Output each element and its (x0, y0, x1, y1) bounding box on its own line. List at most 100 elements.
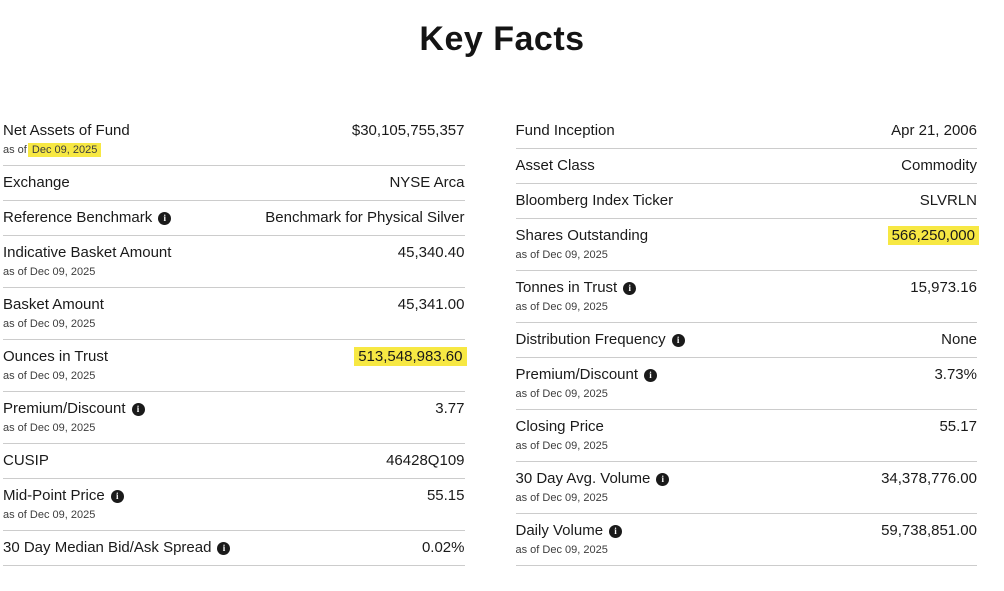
fact-value-text: 45,341.00 (397, 296, 465, 313)
fact-value-text: 34,378,776.00 (881, 470, 977, 487)
info-icon[interactable]: i (131, 402, 145, 416)
fact-value: 55.17 (927, 418, 977, 436)
fact-label-line: Exchange (3, 174, 70, 192)
fact-value: $30,105,755,357 (340, 122, 465, 140)
fact-row: Basket Amount as of Dec 09, 2025 45,341.00 (3, 288, 465, 340)
fact-asof: as of Dec 09, 2025 (3, 370, 96, 382)
fact-asof: as of Dec 09, 2025 (3, 422, 96, 434)
asof-date: Dec 09, 2025 (542, 301, 608, 313)
fact-label-group: Premium/Discount i as of Dec 09, 2025 (516, 366, 658, 401)
fact-label: Indicative Basket Amount (3, 244, 172, 261)
fact-value: 3.73% (922, 366, 977, 384)
left-column: Net Assets of Fund as of Dec 09, 2025 $30,… (3, 114, 467, 566)
fact-value: NYSE Arca (377, 174, 464, 192)
fact-value-text: Benchmark for Physical Silver (265, 209, 465, 226)
fact-label: 30 Day Median Bid/Ask Spread (3, 539, 212, 556)
fact-value: 15,973.16 (898, 279, 977, 297)
fact-row: Indicative Basket Amount as of Dec 09, 20… (3, 236, 465, 288)
fact-row: Daily Volume i as of Dec 09, 2025 59,738,85… (515, 514, 977, 566)
fact-label-line: Closing Price (516, 418, 608, 436)
fact-label: CUSIP (3, 452, 49, 469)
fact-row: CUSIP 46428Q109 (3, 444, 465, 479)
fact-value: None (929, 331, 977, 349)
fact-asof: as of Dec 09, 2025 (515, 544, 608, 556)
fact-label-group: Daily Volume i as of Dec 09, 2025 (516, 522, 623, 557)
fact-value-text: None (941, 331, 977, 348)
fact-label-group: Ounces in Trust as of Dec 09, 2025 (3, 348, 108, 383)
fact-label: Net Assets of Fund (3, 122, 130, 139)
fact-label: Asset Class (515, 157, 595, 174)
fact-label-line: Net Assets of Fund (3, 122, 130, 140)
fact-label-group: Exchange (3, 174, 70, 192)
info-icon[interactable]: i (110, 489, 124, 503)
fact-label-line: Premium/Discount i (3, 400, 145, 418)
fact-value: Commodity (889, 157, 977, 175)
fact-label-group: Indicative Basket Amount as of Dec 09, 20… (3, 244, 171, 279)
fact-label-group: Net Assets of Fund as of Dec 09, 2025 (3, 122, 130, 157)
fact-label: Daily Volume (515, 522, 604, 539)
fact-asof: as of Dec 09, 2025 (3, 509, 96, 521)
fact-label-group: Shares Outstanding as of Dec 09, 2025 (516, 227, 649, 262)
fact-value: 0.02% (410, 539, 465, 557)
fact-label: Mid-Point Price (3, 487, 105, 504)
info-icon[interactable]: i (217, 541, 231, 555)
fact-value-text: 3.73% (934, 366, 977, 383)
asof-date: Dec 09, 2025 (29, 266, 96, 278)
fact-label-line: Indicative Basket Amount (3, 244, 171, 262)
fact-value: 59,738,851.00 (869, 522, 977, 540)
fact-value: 3.77 (423, 400, 464, 418)
fact-value-text: 55.17 (939, 418, 977, 435)
fact-value: Benchmark for Physical Silver (253, 209, 464, 227)
fact-row: 30 Day Median Bid/Ask Spread i 0.02% (3, 531, 465, 566)
fact-asof: as of Dec 09, 2025 (3, 266, 96, 278)
fact-asof: as of Dec 09, 2025 (515, 249, 608, 261)
fact-value: 55.15 (415, 487, 465, 505)
asof-date: Dec 09, 2025 (29, 422, 96, 434)
fact-value: 34,378,776.00 (869, 470, 977, 488)
info-icon[interactable]: i (656, 472, 670, 486)
fact-label: Premium/Discount (3, 400, 126, 417)
fact-label: Premium/Discount (515, 366, 639, 383)
fact-label-group: 30 Day Median Bid/Ask Spread i (3, 539, 231, 557)
fact-value: 513,548,983.60 (344, 347, 467, 366)
fact-row: Reference Benchmark i Benchmark for Physic… (3, 201, 465, 236)
info-icon[interactable]: i (623, 281, 637, 295)
asof-date: Dec 09, 2025 (29, 318, 96, 330)
fact-label: Distribution Frequency (515, 331, 666, 348)
fact-asof: as of Dec 09, 2025 (515, 440, 608, 452)
fact-label-group: Closing Price as of Dec 09, 2025 (516, 418, 608, 453)
fact-label-group: Bloomberg Index Ticker (516, 192, 674, 210)
fact-label-line: CUSIP (3, 452, 49, 470)
fact-label: Fund Inception (515, 122, 615, 139)
fact-value-text: $30,105,755,357 (351, 122, 465, 139)
fact-label-line: Reference Benchmark i (3, 209, 172, 227)
fact-asof: as of Dec 09, 2025 (515, 388, 608, 400)
fact-label: Tonnes in Trust (515, 279, 618, 296)
fact-label-line: Ounces in Trust (3, 348, 108, 366)
info-icon[interactable]: i (609, 524, 623, 538)
info-icon[interactable]: i (158, 211, 172, 225)
fact-row: Fund Inception Apr 21, 2006 (515, 114, 977, 149)
fact-row: Distribution Frequency i None (515, 323, 977, 358)
fact-label-line: Fund Inception (516, 122, 615, 140)
fact-label-line: Bloomberg Index Ticker (516, 192, 674, 210)
fact-row: Premium/Discount i as of Dec 09, 2025 3.77 (3, 392, 465, 444)
fact-asof: as of Dec 09, 2025 (515, 492, 608, 504)
fact-label-group: 30 Day Avg. Volume i as of Dec 09, 2025 (516, 470, 670, 505)
fact-label-group: Reference Benchmark i (3, 209, 172, 227)
info-icon[interactable]: i (671, 333, 685, 347)
fact-label-line: Tonnes in Trust i (516, 279, 637, 297)
fact-label: Shares Outstanding (515, 227, 649, 244)
fact-row: Ounces in Trust as of Dec 09, 2025 513,548… (3, 340, 467, 392)
fact-label-group: Fund Inception (516, 122, 615, 140)
fact-value-text: 45,340.40 (397, 244, 465, 261)
fact-value: Apr 21, 2006 (879, 122, 977, 140)
fact-label-group: Asset Class (516, 157, 595, 175)
fact-label-line: Premium/Discount i (516, 366, 658, 384)
fact-label-group: Distribution Frequency i (516, 331, 685, 349)
info-icon[interactable]: i (644, 368, 658, 382)
fact-label: Ounces in Trust (3, 348, 109, 365)
fact-label-group: Tonnes in Trust i as of Dec 09, 2025 (516, 279, 637, 314)
fact-value-text: Commodity (901, 157, 977, 174)
fact-row: Bloomberg Index Ticker SLVRLN (515, 184, 977, 219)
